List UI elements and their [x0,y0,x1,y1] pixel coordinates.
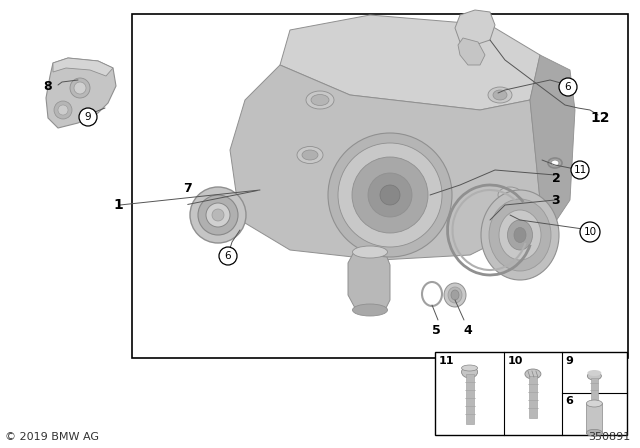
Circle shape [368,173,412,217]
Text: 6: 6 [566,396,573,406]
Ellipse shape [493,90,507,100]
Circle shape [54,101,72,119]
Polygon shape [46,58,116,128]
Circle shape [70,78,90,98]
Text: 3: 3 [552,194,560,207]
Text: 350891: 350891 [588,432,630,442]
Polygon shape [458,38,485,65]
Circle shape [352,157,428,233]
Bar [435,352,627,435]
Circle shape [212,209,224,221]
Text: 11: 11 [439,356,454,366]
Text: 8: 8 [44,81,52,94]
Ellipse shape [514,228,526,242]
Circle shape [559,78,577,96]
Circle shape [74,82,86,94]
Polygon shape [530,55,575,230]
Text: © 2019 BMW AG: © 2019 BMW AG [5,432,99,442]
Text: 10: 10 [584,227,596,237]
Text: 5: 5 [431,323,440,336]
Text: 7: 7 [184,181,193,194]
Ellipse shape [551,160,559,166]
Ellipse shape [444,283,466,307]
Circle shape [79,108,97,126]
Ellipse shape [489,199,551,271]
Text: 12: 12 [590,111,610,125]
Text: 9: 9 [84,112,92,122]
Bar [465,374,474,424]
Ellipse shape [586,429,602,436]
Circle shape [380,185,400,205]
Text: 6: 6 [225,251,231,261]
Polygon shape [348,248,390,312]
Ellipse shape [297,146,323,164]
Bar [132,14,628,358]
Polygon shape [230,65,540,260]
Text: 9: 9 [566,356,573,366]
Ellipse shape [588,372,602,380]
Text: 1: 1 [113,198,123,212]
Circle shape [58,105,68,115]
Polygon shape [280,15,540,110]
Bar [529,376,537,418]
Polygon shape [455,10,495,45]
Ellipse shape [498,187,522,203]
Ellipse shape [525,369,541,379]
Circle shape [219,247,237,265]
Ellipse shape [461,365,477,371]
Circle shape [580,222,600,242]
Circle shape [338,143,442,247]
Polygon shape [53,58,113,76]
Text: 2: 2 [552,172,561,185]
Ellipse shape [488,87,512,103]
Circle shape [198,195,238,235]
Ellipse shape [588,370,602,376]
Circle shape [328,133,452,257]
Text: 4: 4 [463,323,472,336]
Ellipse shape [451,290,459,300]
Text: 11: 11 [573,165,587,175]
Ellipse shape [586,400,602,407]
Ellipse shape [461,366,477,378]
Circle shape [206,203,230,227]
Ellipse shape [302,150,318,160]
Ellipse shape [353,304,387,316]
Ellipse shape [353,246,387,258]
Ellipse shape [311,95,329,105]
Bar [591,378,598,400]
Ellipse shape [481,190,559,280]
Text: 6: 6 [564,82,572,92]
Circle shape [190,187,246,243]
Ellipse shape [448,287,462,303]
Circle shape [571,161,589,179]
Ellipse shape [508,220,532,250]
Ellipse shape [499,210,541,260]
Ellipse shape [306,91,334,109]
Bar [586,404,602,433]
Text: 10: 10 [508,356,524,366]
